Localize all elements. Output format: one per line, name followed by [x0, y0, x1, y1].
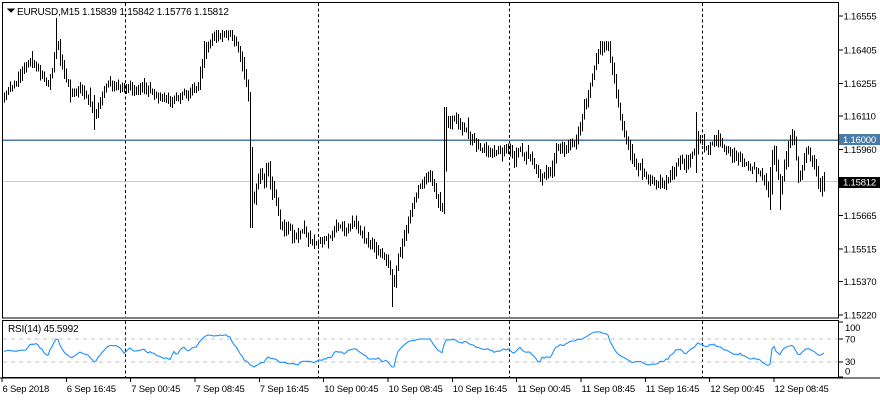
svg-text:1.16255: 1.16255: [844, 79, 877, 90]
svg-text:11 Sep 00:45: 11 Sep 00:45: [517, 384, 570, 395]
svg-text:12 Sep 00:45: 12 Sep 00:45: [710, 384, 764, 395]
svg-text:1.15812: 1.15812: [843, 178, 876, 189]
svg-text:EURUSD,M15 1.15839 1.15842 1.1: EURUSD,M15 1.15839 1.15842 1.15776 1.158…: [17, 7, 229, 18]
svg-text:7 Sep 08:45: 7 Sep 08:45: [196, 384, 245, 395]
svg-text:1.15960: 1.15960: [844, 145, 877, 156]
svg-text:6 Sep 16:45: 6 Sep 16:45: [67, 384, 116, 395]
svg-text:11 Sep 16:45: 11 Sep 16:45: [646, 384, 699, 395]
svg-text:1.16110: 1.16110: [844, 111, 876, 122]
svg-text:1.16555: 1.16555: [844, 12, 877, 23]
svg-text:1.15515: 1.15515: [844, 245, 877, 256]
svg-text:10 Sep 00:45: 10 Sep 00:45: [324, 384, 378, 395]
svg-text:11 Sep 08:45: 11 Sep 08:45: [582, 384, 635, 395]
svg-text:30: 30: [845, 357, 855, 368]
svg-text:7 Sep 16:45: 7 Sep 16:45: [260, 384, 309, 395]
svg-text:0: 0: [845, 367, 850, 378]
svg-text:70: 70: [845, 335, 855, 346]
svg-text:1.15370: 1.15370: [844, 277, 877, 288]
svg-text:1.16405: 1.16405: [844, 45, 877, 56]
svg-text:100: 100: [845, 323, 860, 334]
svg-text:1.15665: 1.15665: [844, 211, 877, 222]
svg-text:6 Sep 2018: 6 Sep 2018: [3, 384, 50, 395]
svg-text:10 Sep 16:45: 10 Sep 16:45: [453, 384, 507, 395]
svg-text:RSI(14) 45.5992: RSI(14) 45.5992: [8, 324, 79, 335]
svg-text:1.16000: 1.16000: [843, 135, 876, 146]
svg-text:12 Sep 08:45: 12 Sep 08:45: [775, 384, 829, 395]
svg-text:7 Sep 00:45: 7 Sep 00:45: [131, 384, 180, 395]
svg-text:1.15220: 1.15220: [844, 311, 877, 322]
svg-text:10 Sep 08:45: 10 Sep 08:45: [389, 384, 443, 395]
